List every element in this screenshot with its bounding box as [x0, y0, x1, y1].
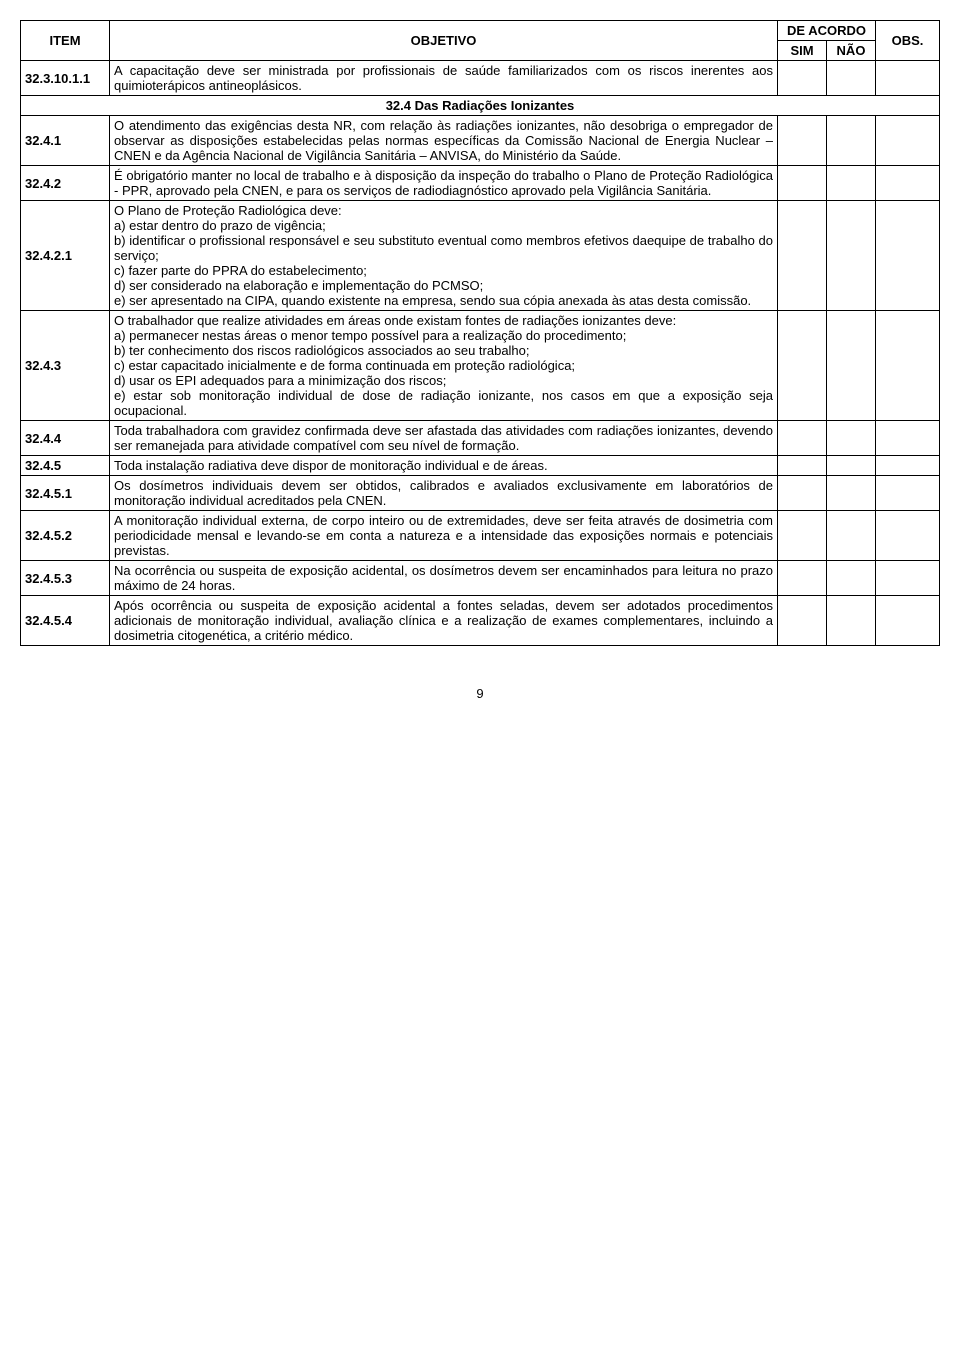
- item-cell: 32.4.3: [21, 311, 110, 421]
- table-row: 32.4.5.3 Na ocorrência ou suspeita de ex…: [21, 561, 940, 596]
- item-cell: 32.4.5.4: [21, 596, 110, 646]
- item-cell: 32.4.1: [21, 116, 110, 166]
- obs-cell: [876, 116, 940, 166]
- objetivo-cell: Os dosímetros individuais devem ser obti…: [110, 476, 778, 511]
- objetivo-cell: A monitoração individual externa, de cor…: [110, 511, 778, 561]
- obs-cell: [876, 311, 940, 421]
- table-row: 32.4.5.1 Os dosímetros individuais devem…: [21, 476, 940, 511]
- obs-cell: [876, 596, 940, 646]
- nao-cell: [827, 166, 876, 201]
- header-nao: NÃO: [827, 41, 876, 61]
- sim-cell: [778, 61, 827, 96]
- objetivo-cell: Na ocorrência ou suspeita de exposição a…: [110, 561, 778, 596]
- table-row: 32.4.2.1 O Plano de Proteção Radiológica…: [21, 201, 940, 311]
- item-cell: 32.4.5.3: [21, 561, 110, 596]
- item-cell: 32.4.5: [21, 456, 110, 476]
- item-cell: 32.4.2: [21, 166, 110, 201]
- objetivo-cell: O atendimento das exigências desta NR, c…: [110, 116, 778, 166]
- nao-cell: [827, 476, 876, 511]
- sim-cell: [778, 421, 827, 456]
- table-row: 32.4.2 É obrigatório manter no local de …: [21, 166, 940, 201]
- section-row: 32.4 Das Radiações Ionizantes: [21, 96, 940, 116]
- obs-cell: [876, 476, 940, 511]
- nr-table: ITEM OBJETIVO DE ACORDO OBS. SIM NÃO 32.…: [20, 20, 940, 646]
- table-row: 32.4.3 O trabalhador que realize ativida…: [21, 311, 940, 421]
- item-cell: 32.3.10.1.1: [21, 61, 110, 96]
- table-row: 32.4.4 Toda trabalhadora com gravidez co…: [21, 421, 940, 456]
- obs-cell: [876, 511, 940, 561]
- section-title: 32.4 Das Radiações Ionizantes: [21, 96, 940, 116]
- page-number: 9: [20, 686, 940, 701]
- item-cell: 32.4.5.1: [21, 476, 110, 511]
- nao-cell: [827, 201, 876, 311]
- item-cell: 32.4.4: [21, 421, 110, 456]
- objetivo-cell: É obrigatório manter no local de trabalh…: [110, 166, 778, 201]
- objetivo-cell: Toda instalação radiativa deve dispor de…: [110, 456, 778, 476]
- obs-cell: [876, 201, 940, 311]
- nao-cell: [827, 561, 876, 596]
- sim-cell: [778, 201, 827, 311]
- nao-cell: [827, 311, 876, 421]
- item-cell: 32.4.2.1: [21, 201, 110, 311]
- page-container: ITEM OBJETIVO DE ACORDO OBS. SIM NÃO 32.…: [20, 20, 940, 701]
- header-item: ITEM: [21, 21, 110, 61]
- header-acordo: DE ACORDO: [778, 21, 876, 41]
- sim-cell: [778, 476, 827, 511]
- table-row: 32.4.5 Toda instalação radiativa deve di…: [21, 456, 940, 476]
- nao-cell: [827, 596, 876, 646]
- obs-cell: [876, 421, 940, 456]
- sim-cell: [778, 511, 827, 561]
- nao-cell: [827, 511, 876, 561]
- sim-cell: [778, 561, 827, 596]
- header-sim: SIM: [778, 41, 827, 61]
- obs-cell: [876, 61, 940, 96]
- nao-cell: [827, 456, 876, 476]
- objetivo-cell: Após ocorrência ou suspeita de exposição…: [110, 596, 778, 646]
- sim-cell: [778, 456, 827, 476]
- header-objetivo: OBJETIVO: [110, 21, 778, 61]
- table-row: 32.3.10.1.1 A capacitação deve ser minis…: [21, 61, 940, 96]
- obs-cell: [876, 561, 940, 596]
- nao-cell: [827, 116, 876, 166]
- table-row: 32.4.5.4 Após ocorrência ou suspeita de …: [21, 596, 940, 646]
- item-cell: 32.4.5.2: [21, 511, 110, 561]
- sim-cell: [778, 596, 827, 646]
- sim-cell: [778, 116, 827, 166]
- objetivo-cell: Toda trabalhadora com gravidez confirmad…: [110, 421, 778, 456]
- nao-cell: [827, 61, 876, 96]
- sim-cell: [778, 311, 827, 421]
- header-obs: OBS.: [876, 21, 940, 61]
- table-row: 32.4.5.2 A monitoração individual extern…: [21, 511, 940, 561]
- nao-cell: [827, 421, 876, 456]
- header-row-1: ITEM OBJETIVO DE ACORDO OBS.: [21, 21, 940, 41]
- objetivo-cell: O Plano de Proteção Radiológica deve:a) …: [110, 201, 778, 311]
- table-row: 32.4.1 O atendimento das exigências dest…: [21, 116, 940, 166]
- objetivo-cell: A capacitação deve ser ministrada por pr…: [110, 61, 778, 96]
- objetivo-cell: O trabalhador que realize atividades em …: [110, 311, 778, 421]
- sim-cell: [778, 166, 827, 201]
- obs-cell: [876, 456, 940, 476]
- obs-cell: [876, 166, 940, 201]
